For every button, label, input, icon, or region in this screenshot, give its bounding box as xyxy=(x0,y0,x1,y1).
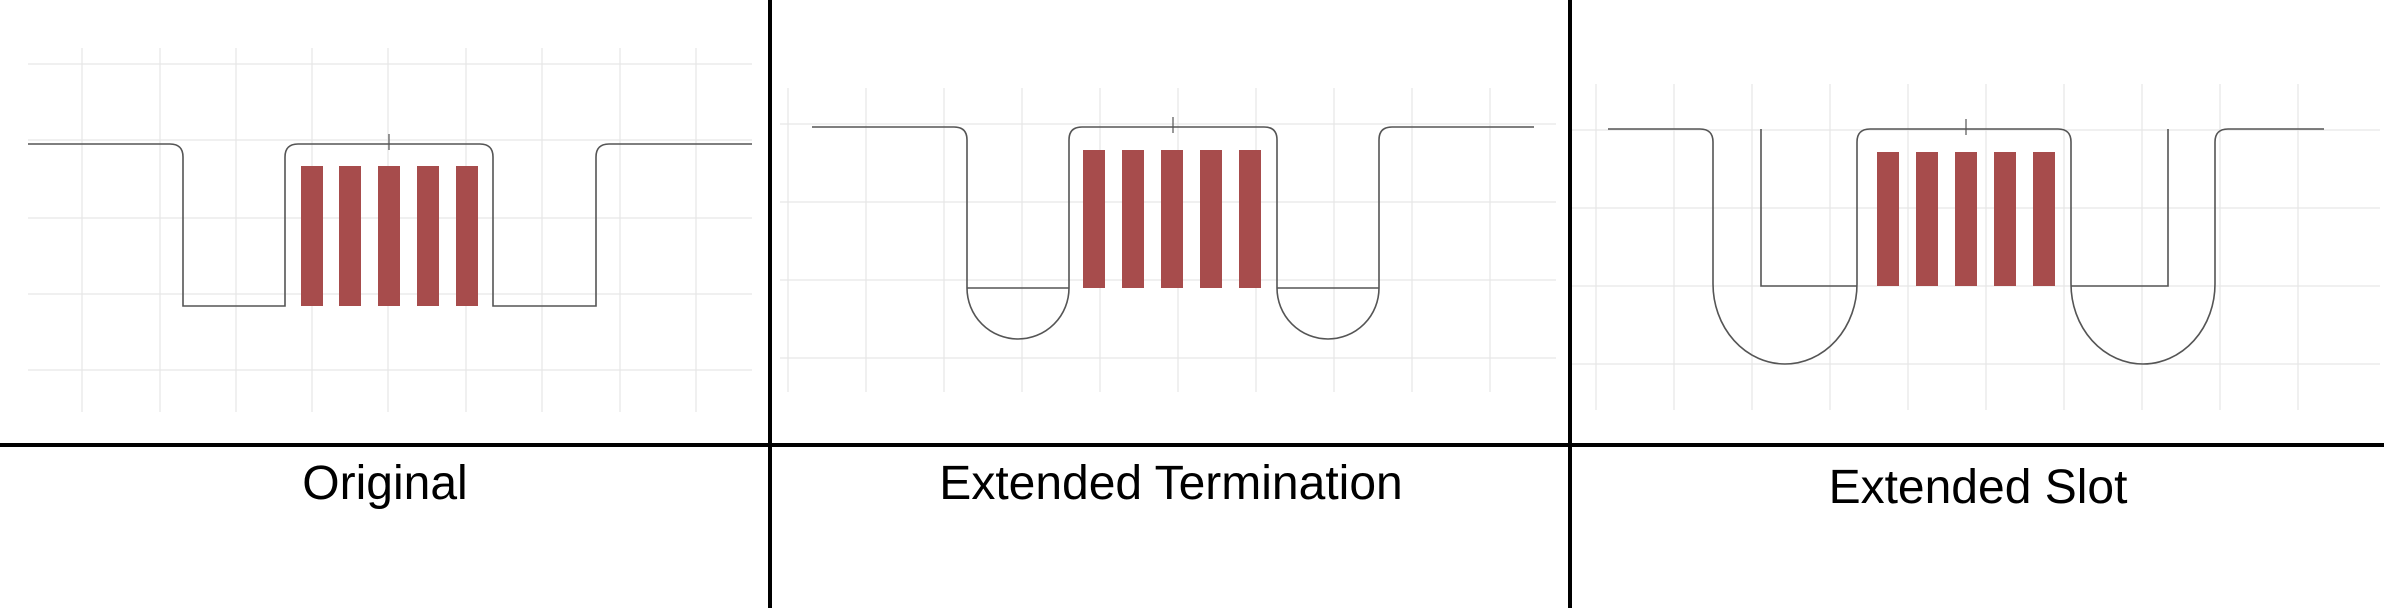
finger xyxy=(301,166,323,306)
finger xyxy=(1916,152,1938,286)
panel-extended-slot xyxy=(1572,84,2380,410)
panel-extended-termination xyxy=(780,88,1556,392)
panel-original xyxy=(28,48,752,412)
finger xyxy=(417,166,439,306)
finger xyxy=(378,166,400,306)
caption-extended-slot: Extended Slot xyxy=(1828,461,2128,514)
slot-outline-extended-slot xyxy=(1608,128,2324,365)
finger xyxy=(1877,152,1899,286)
finger xyxy=(1994,152,2016,286)
finger xyxy=(1239,150,1261,288)
finger xyxy=(1200,150,1222,288)
slot-inner-step-left xyxy=(1760,129,1857,287)
finger xyxy=(456,166,478,306)
finger xyxy=(339,166,361,306)
finger xyxy=(1955,152,1977,286)
finger xyxy=(2033,152,2055,286)
fingers-original xyxy=(301,166,478,306)
fingers-extended-termination xyxy=(1083,150,1261,288)
caption-original: Original xyxy=(302,457,468,510)
caption-extended-termination: Extended Termination xyxy=(939,457,1403,510)
finger xyxy=(1122,150,1144,288)
fingers-extended-slot xyxy=(1877,152,2055,286)
finger xyxy=(1161,150,1183,288)
slot-inner-step-right xyxy=(2071,129,2169,287)
finger xyxy=(1083,150,1105,288)
